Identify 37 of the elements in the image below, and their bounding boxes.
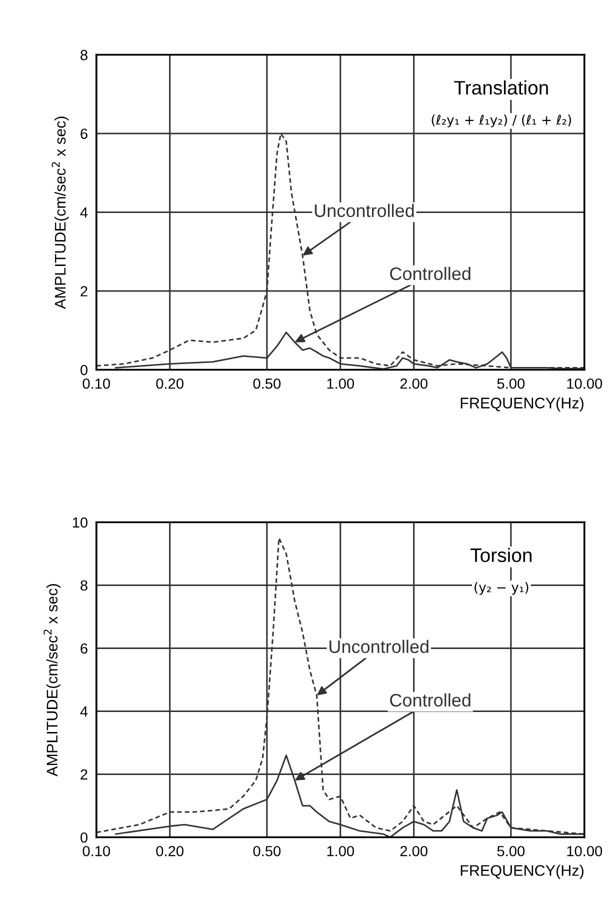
text: Torsion — [470, 548, 532, 562]
x-tick-label: 2.00 — [400, 378, 428, 389]
y-tick-label: 6 — [80, 128, 88, 139]
y-axis-title: AMPLITUDE(cm/sec$^{2}$ x sec) — [44, 584, 61, 776]
y-axis-title: AMPLITUDE(cm/sec$^{2}$ x sec) — [52, 116, 69, 309]
y-tick-label: 6 — [80, 643, 88, 654]
x-tick-label: 10.00 — [567, 378, 602, 389]
x-tick-label: 1.00 — [327, 846, 354, 856]
x-tick-label: 0.20 — [156, 846, 184, 856]
x-tick-label: 1.00 — [327, 378, 354, 389]
x-axis-title: FREQUENCY(Hz) — [460, 864, 584, 879]
text: Controlled — [390, 266, 470, 280]
y-tick-label: 0 — [80, 832, 88, 843]
text: (ℓ₂y₁ + ℓ₁y₂) / (ℓ₁ + ℓ₂) — [432, 114, 572, 128]
text: (y₂ − y₁) — [474, 582, 528, 595]
series-label: Uncontrolled — [314, 204, 414, 218]
y-tick-label: 4 — [80, 208, 88, 218]
y-tick-label: 10 — [72, 517, 88, 528]
y-tick-label: 4 — [80, 706, 88, 717]
y-tick-label: 2 — [80, 286, 88, 296]
y-tick-label: 8 — [80, 580, 88, 591]
text: Controlled — [390, 693, 470, 707]
x-axis-title: FREQUENCY(Hz) — [460, 397, 584, 412]
y-tick-label: 0 — [80, 364, 88, 376]
x-tick-label: 0.10 — [82, 378, 110, 389]
x-tick-label: 5.00 — [497, 846, 525, 856]
x-tick-label: 10.00 — [567, 846, 602, 856]
x-tick-label: 5.00 — [497, 378, 525, 389]
x-tick-label: 2.00 — [400, 846, 428, 856]
x-tick-label: 0.10 — [82, 846, 110, 856]
y-tick-label: 8 — [80, 50, 88, 60]
x-tick-label: 0.50 — [253, 378, 281, 389]
x-tick-label: 0.50 — [253, 846, 281, 856]
y-tick-label: 2 — [80, 769, 88, 780]
series-label: Uncontrolled — [330, 640, 428, 654]
text: Translation — [454, 80, 548, 95]
x-tick-label: 0.20 — [156, 378, 184, 389]
